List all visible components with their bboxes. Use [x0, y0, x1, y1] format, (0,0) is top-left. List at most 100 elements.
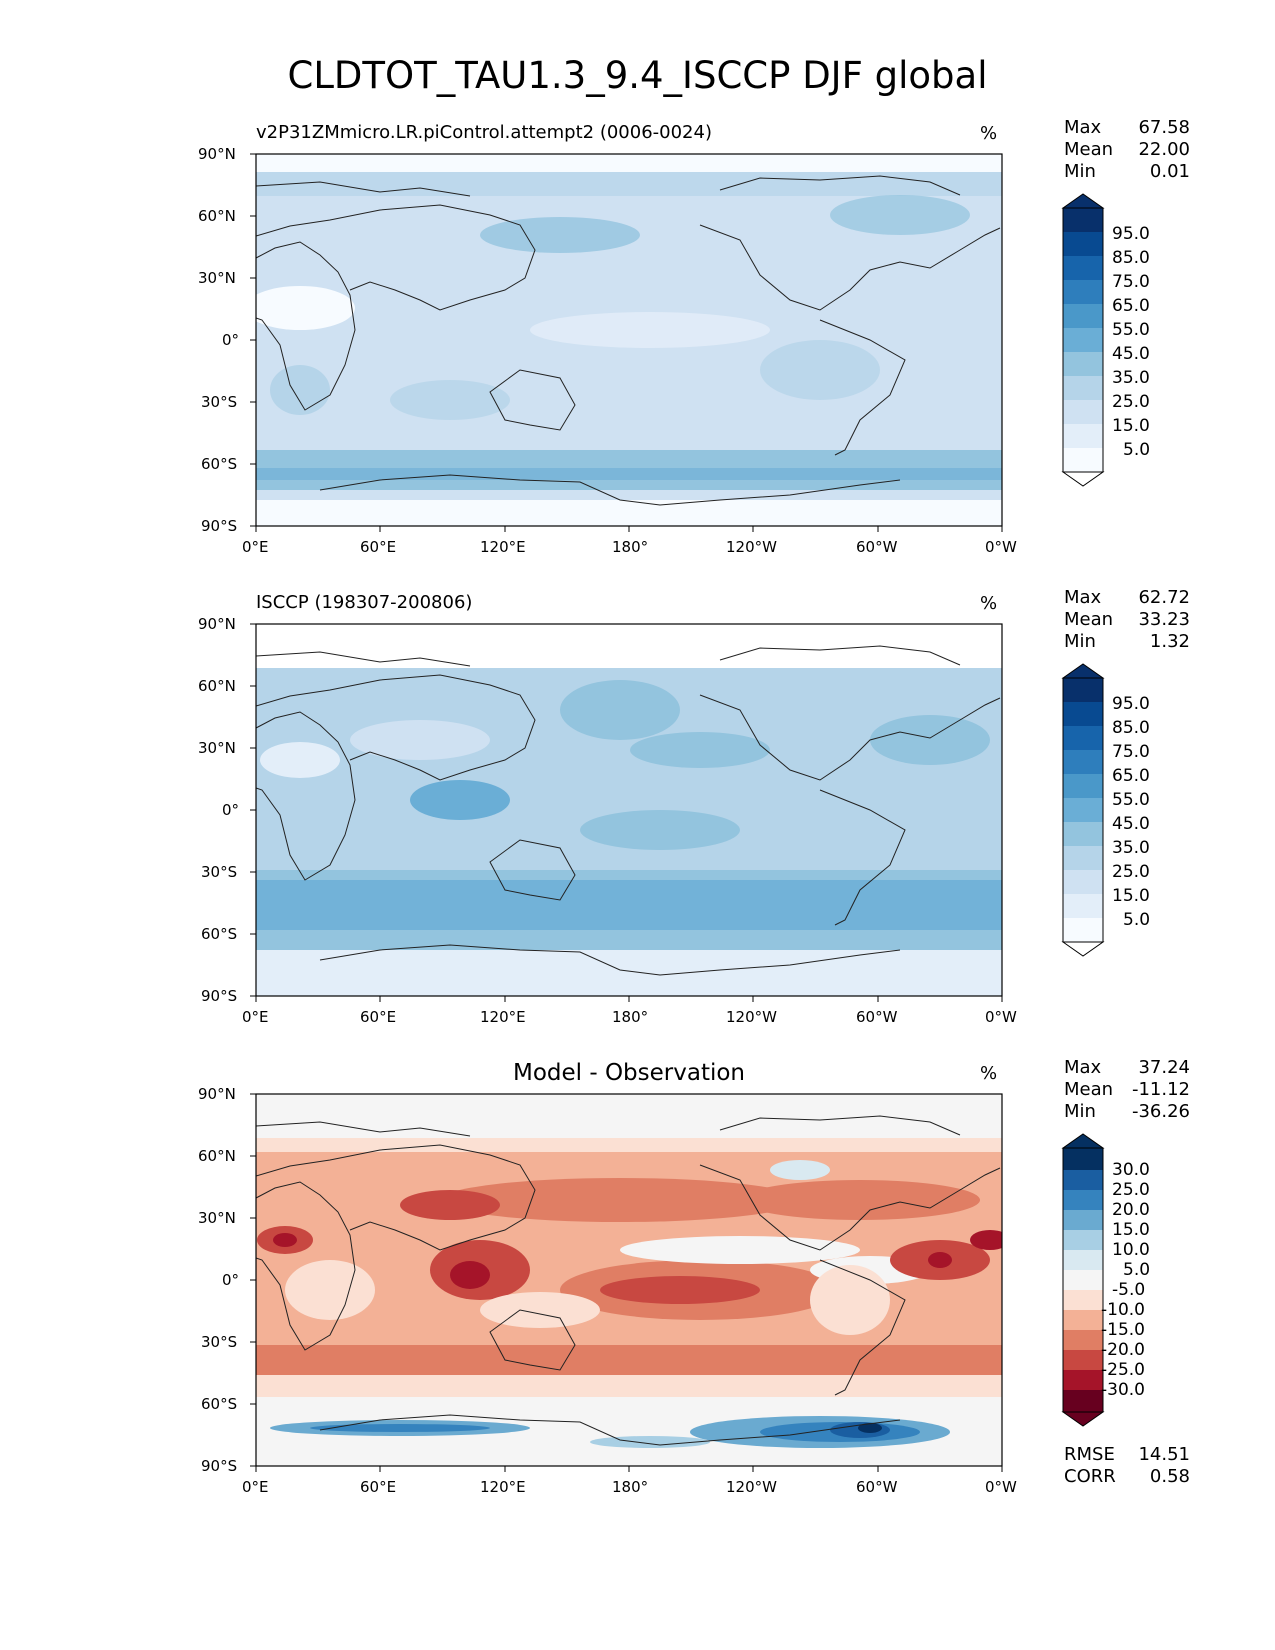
- panel-2-colorbar-label: 45.0: [1112, 814, 1150, 834]
- rmse-value: 14.51: [1138, 1444, 1190, 1465]
- panel-2-lon-label: 120°E: [480, 1008, 526, 1026]
- panel-2-max-label: Max: [1064, 587, 1102, 608]
- panel-1-lon-label: 120°E: [480, 538, 526, 556]
- panel-2-lat-label: 0°: [222, 801, 240, 819]
- panel-3-lon-label: 120°W: [726, 1478, 777, 1496]
- panel-3-min-value: -36.26: [1131, 1101, 1190, 1122]
- panel-2-lat-label: 60°N: [198, 677, 236, 695]
- panel-3-colorbar-label: 30.0: [1112, 1160, 1150, 1180]
- panel-3-colorbar-label: -5.0: [1112, 1280, 1146, 1300]
- panel-3-lat-label: 0°: [222, 1271, 240, 1289]
- rmse-label: RMSE: [1064, 1444, 1115, 1465]
- panel-3-units: %: [980, 1063, 998, 1084]
- panel-2-colorbar-label: 15.0: [1112, 886, 1150, 906]
- panel-3-mean-label: Mean: [1064, 1079, 1114, 1100]
- panel-1-colorbar: [1061, 193, 1105, 487]
- panel-1-lat-label: 90°S: [201, 517, 238, 535]
- panel-3-colorbar-label: 15.0: [1112, 1220, 1150, 1240]
- panel-1-lon-label: 120°W: [726, 538, 777, 556]
- corr-value: 0.58: [1149, 1466, 1190, 1487]
- corr-label: CORR: [1064, 1466, 1116, 1487]
- panel-2-max-value: 62.72: [1138, 587, 1190, 608]
- panel-2-lon-label: 60°W: [856, 1008, 898, 1026]
- panel-1-mean-label: Mean: [1064, 139, 1114, 160]
- panel-1-lon-label: 0°E: [242, 538, 269, 556]
- panel-2-lat-label: 90°N: [198, 615, 236, 633]
- panel-3-colorbar-label: -20.0: [1101, 1340, 1145, 1360]
- panel-1-lat-label: 0°: [222, 331, 240, 349]
- panel-3-coastlines: [256, 1115, 1001, 1446]
- panel-2-lon-label: 180°: [612, 1008, 649, 1026]
- panel-3-colorbar-label: 20.0: [1112, 1200, 1150, 1220]
- panel-2-mean-label: Mean: [1064, 609, 1114, 630]
- panel-1-lat-label: 30°S: [201, 393, 238, 411]
- panel-2-colorbar-label: 85.0: [1112, 718, 1150, 738]
- panel-3-colorbar-label: 5.0: [1123, 1260, 1151, 1280]
- panel-3-title: Model - Observation: [512, 1060, 746, 1086]
- figure-title: CLDTOT_TAU1.3_9.4_ISCCP DJF global: [287, 54, 988, 97]
- panel-3-mean-value: -11.12: [1131, 1079, 1190, 1100]
- panel-3-min-label: Min: [1064, 1101, 1096, 1122]
- panel-1-colorbar-label: 55.0: [1112, 320, 1150, 340]
- panel-2-colorbar: [1061, 663, 1105, 957]
- panel-1-max-value: 67.58: [1138, 117, 1190, 138]
- panel-2-min-value: 1.32: [1149, 631, 1190, 652]
- panel-3-lat-label: 60°N: [198, 1147, 236, 1165]
- panel-1-colorbar-label: 5.0: [1123, 440, 1151, 460]
- panel-1-lat-label: 30°N: [198, 269, 236, 287]
- panel-3-lat-label: 30°S: [201, 1333, 238, 1351]
- panel-2-colorbar-label: 65.0: [1112, 766, 1150, 786]
- panel-3-colorbar-label: -25.0: [1101, 1360, 1145, 1380]
- panel-2-coastlines: [256, 645, 1001, 976]
- panel-1-lon-label: 60°W: [856, 538, 898, 556]
- panel-2-mean-value: 33.23: [1138, 609, 1190, 630]
- panel-1-colorbar-label: 35.0: [1112, 368, 1150, 388]
- panel-1-colorbar-label: 75.0: [1112, 272, 1150, 292]
- panel-1-colorbar-label: 15.0: [1112, 416, 1150, 436]
- panel-3-colorbar-label: -15.0: [1101, 1320, 1145, 1340]
- panel-2-map: [250, 623, 1003, 1002]
- panel-1-colorbar-label: 65.0: [1112, 296, 1150, 316]
- panel-1-mean-value: 22.00: [1138, 139, 1190, 160]
- panel-1-colorbar-label: 95.0: [1112, 224, 1150, 244]
- panel-2-colorbar-label: 95.0: [1112, 694, 1150, 714]
- panel-2-colorbar-label: 35.0: [1112, 838, 1150, 858]
- panel-3-lon-label: 0°E: [242, 1478, 269, 1496]
- panel-1-max-label: Max: [1064, 117, 1102, 138]
- panel-1-title: v2P31ZMmicro.LR.piControl.attempt2 (0006…: [256, 122, 712, 143]
- panel-3-lon-label: 120°E: [480, 1478, 526, 1496]
- panel-1-coastlines: [256, 175, 1001, 506]
- panel-3-lon-label: 0°W: [985, 1478, 1017, 1496]
- panel-3-lon-label: 180°: [612, 1478, 649, 1496]
- panel-3-lat-label: 90°S: [201, 1457, 238, 1475]
- panel-3-lon-label: 60°W: [856, 1478, 898, 1496]
- panel-1-lat-label: 90°N: [198, 145, 236, 163]
- panel-3-max-label: Max: [1064, 1057, 1102, 1078]
- panel-3-colorbar-label: -10.0: [1101, 1300, 1145, 1320]
- panel-2-title: ISCCP (198307-200806): [256, 592, 473, 613]
- panel-1-lat-label: 60°S: [201, 455, 238, 473]
- panel-1-colorbar-label: 45.0: [1112, 344, 1150, 364]
- panel-1-lon-label: 180°: [612, 538, 649, 556]
- panel-2-min-label: Min: [1064, 631, 1096, 652]
- panel-3-colorbar: [1061, 1133, 1105, 1427]
- panel-3-lat-label: 30°N: [198, 1209, 236, 1227]
- panel-2-colorbar-label: 25.0: [1112, 862, 1150, 882]
- panel-2-colorbar-label: 5.0: [1123, 910, 1151, 930]
- panel-1-min-value: 0.01: [1149, 161, 1190, 182]
- panel-3-map: [250, 1093, 1003, 1472]
- panel-3-lat-label: 60°S: [201, 1395, 238, 1413]
- panel-3-colorbar-label: -30.0: [1101, 1380, 1145, 1400]
- panel-2-colorbar-label: 75.0: [1112, 742, 1150, 762]
- panel-2-lon-label: 0°E: [242, 1008, 269, 1026]
- panel-1-lon-label: 60°E: [360, 538, 397, 556]
- panel-2-lat-label: 30°N: [198, 739, 236, 757]
- panel-1-lon-label: 0°W: [985, 538, 1017, 556]
- panel-2-units: %: [980, 593, 998, 614]
- panel-1-units: %: [980, 123, 998, 144]
- panel-2-lat-label: 60°S: [201, 925, 238, 943]
- panel-1-map: [250, 153, 1003, 532]
- panel-3-max-value: 37.24: [1138, 1057, 1190, 1078]
- panel-3-lon-label: 60°E: [360, 1478, 397, 1496]
- panel-2-lon-label: 0°W: [985, 1008, 1017, 1026]
